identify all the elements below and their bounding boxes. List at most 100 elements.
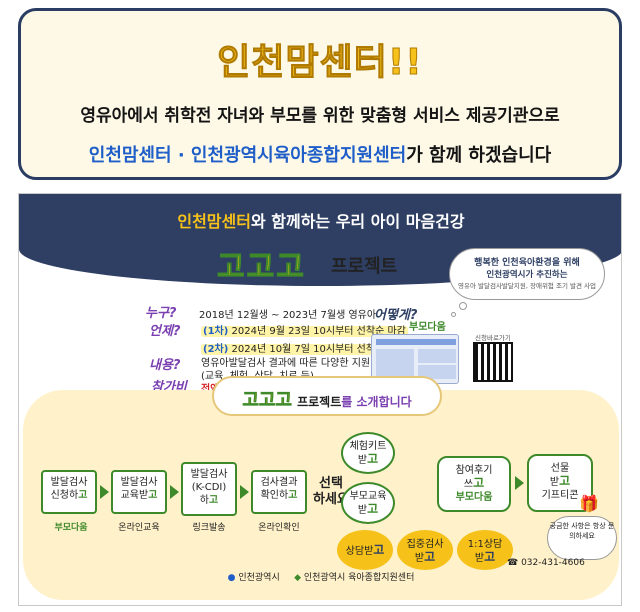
gogogo-logo: 고고고	[217, 250, 306, 286]
poster-heading-rest: 와 함께하는 우리 아이 마음건강	[250, 212, 465, 231]
poster-heading: 인천맘센터와 함께하는 우리 아이 마음건강	[19, 208, 621, 232]
intro-heading-box: 고고고 프로젝트를 소개합니다	[212, 376, 442, 416]
phone-number: ☎ 032-431-4606	[507, 558, 585, 568]
choose-line1: 선택	[318, 476, 343, 491]
what-answer-1: 영유아발달검사 결과에 따른 다양한 지원	[201, 358, 371, 369]
step-apply: 발달검사 신청하고	[41, 470, 97, 514]
review-go: 고	[473, 476, 485, 490]
how-label: 어떻게?	[374, 308, 418, 323]
phone-text: 032-431-4606	[521, 558, 585, 568]
banner-subtitle: 영유아에서 취학전 자녀와 부모를 위한 맞춤형 서비스 제공기관으로	[80, 106, 560, 126]
partner-names: 인천맘센터 · 인천광역시육아종합지원센터	[88, 145, 407, 166]
arrow-right-icon	[100, 485, 109, 499]
qr-label: 신청바로가기	[475, 334, 511, 342]
banner-title: 인천맘센터!!	[217, 42, 423, 84]
step-education: 발달검사 교육받고	[111, 470, 167, 514]
choose-line2: 하세요	[313, 492, 349, 507]
option-line: 체험키트	[349, 441, 387, 452]
option-line: 부모교육	[349, 491, 387, 502]
banner-box: 인천맘센터!! 영유아에서 취학전 자녀와 부모를 위한 맞춤형 서비스 제공기…	[18, 8, 622, 180]
step-kcdi-label: 링크발송	[192, 523, 226, 533]
who-answer: 2018년 12월생 ~ 2023년 7월생 영유아	[199, 310, 377, 321]
intro-gogogo: 고고고	[242, 390, 292, 412]
gift-go: 고	[559, 474, 571, 488]
step-line: 하	[199, 495, 209, 506]
inquiry-bubble: 궁금한 사항은 항상 문의하세요	[547, 516, 617, 560]
gift-box: 선물 받고 기프티콘	[527, 454, 593, 512]
review-brand: 부모다움	[455, 492, 493, 503]
qr-code[interactable]	[473, 342, 513, 382]
option-counseling: 상담받고	[337, 530, 393, 570]
review-box: 참여후기 쓰고 부모다움	[437, 456, 511, 512]
when-second-prefix: (2차)	[203, 344, 229, 355]
project-title: 프로젝트	[331, 256, 398, 277]
step-apply-label: 부모다움	[54, 523, 88, 533]
option-go: 고	[367, 452, 379, 466]
gift-line: 선물	[550, 463, 570, 474]
gift-icon: 🎁	[579, 494, 599, 513]
option-go: 고	[484, 550, 496, 564]
center-logo-icon: ◆	[294, 573, 301, 583]
step-line: 교육받	[120, 490, 149, 501]
cloud-line1: 행복한 인천육아환경을 위해	[474, 258, 580, 268]
option-go: 고	[367, 502, 379, 516]
option-parent-education: 부모교육 받고	[341, 482, 395, 524]
when-first-prefix: (1차)	[203, 326, 229, 337]
incheon-logo-icon: ●	[227, 573, 236, 583]
step-line: 확인하	[260, 490, 289, 501]
what-label: 내용?	[149, 358, 181, 373]
option-line: 받	[357, 455, 368, 466]
arrow-right-icon	[240, 485, 249, 499]
option-go: 고	[373, 543, 385, 557]
step-go: 고	[78, 490, 88, 501]
when-label: 언제?	[149, 324, 181, 339]
step-result: 검사결과 확인하고	[251, 470, 307, 514]
option-line: 받	[414, 553, 425, 564]
banner-partner-line: 인천맘센터 · 인천광역시육아종합지원센터가 함께 하겠습니다	[21, 141, 619, 167]
step-education-label: 온라인교육	[118, 523, 160, 533]
cloud-line2: 인천광역시가 추진하는	[486, 270, 568, 280]
brand-logo: 부모다움	[409, 322, 446, 333]
option-line: 상담받	[345, 546, 374, 557]
arrow-right-icon	[515, 476, 524, 490]
step-line: 발달검사	[50, 477, 88, 488]
info-cloud: 행복한 인천육아환경을 위해 인천광역시가 추진하는 영유아 발달검사발달지원,…	[449, 248, 605, 300]
review-line: 참여후기	[455, 465, 493, 476]
footer-logos: ● 인천광역시 ◆ 인천광역시 육아종합지원센터	[19, 570, 621, 583]
choose-label: 선택 하세요	[313, 476, 349, 508]
step-result-label: 온라인확인	[258, 523, 300, 533]
website-screenshot	[371, 334, 459, 384]
when-first: (1차) 2024년 9월 23일 10시부터 선착순 마감	[201, 322, 408, 337]
step-line: (K-CDI)	[191, 482, 227, 493]
step-go: 고	[288, 490, 298, 501]
arrow-right-icon	[170, 485, 179, 499]
partner-suffix: 가 함께 하겠습니다	[406, 145, 552, 166]
cloud-line3: 영유아 발달검사발달지원, 장애위험 조기 발견 사업	[458, 282, 596, 290]
when-second-text: 2024년 10월 7일 10시부터 선착순 마감	[231, 344, 406, 355]
option-line: 집중검사	[406, 539, 444, 550]
step-line: 신청하	[50, 490, 79, 501]
poster: 인천맘센터와 함께하는 우리 아이 마음건강 고고고 프로젝트 행복한 인천육아…	[18, 193, 622, 606]
option-experience-kit: 체험키트 받고	[341, 432, 395, 474]
option-one-on-one: 1:1상담 받고	[457, 530, 513, 570]
option-line: 받	[474, 553, 485, 564]
option-line: 받	[357, 505, 368, 516]
option-line: 1:1상담	[467, 539, 503, 550]
intro-text-suffix: 를 소개합니다	[341, 395, 412, 409]
step-line: 발달검사	[190, 469, 228, 480]
step-line: 발달검사	[120, 477, 158, 488]
footer-center: 인천광역시 육아종합지원센터	[303, 573, 415, 583]
cloud-bubble	[451, 312, 456, 317]
cloud-bubble	[459, 302, 467, 310]
step-line: 검사결과	[260, 477, 298, 488]
gift-line: 받	[549, 477, 560, 488]
gift-line: 기프티콘	[541, 490, 579, 501]
footer-incheon: 인천광역시	[238, 573, 280, 583]
when-first-text: 2024년 9월 23일 10시부터 선착순 마감	[231, 326, 406, 337]
review-line: 쓰	[463, 479, 474, 490]
step-go: 고	[209, 495, 219, 506]
option-intensive-test: 집중검사 받고	[397, 530, 453, 570]
step-kcdi: 발달검사 (K-CDI) 하고	[181, 462, 237, 516]
intro-text-project: 프로젝트	[297, 395, 342, 409]
intro-text: 프로젝트를 소개합니다	[297, 395, 412, 409]
